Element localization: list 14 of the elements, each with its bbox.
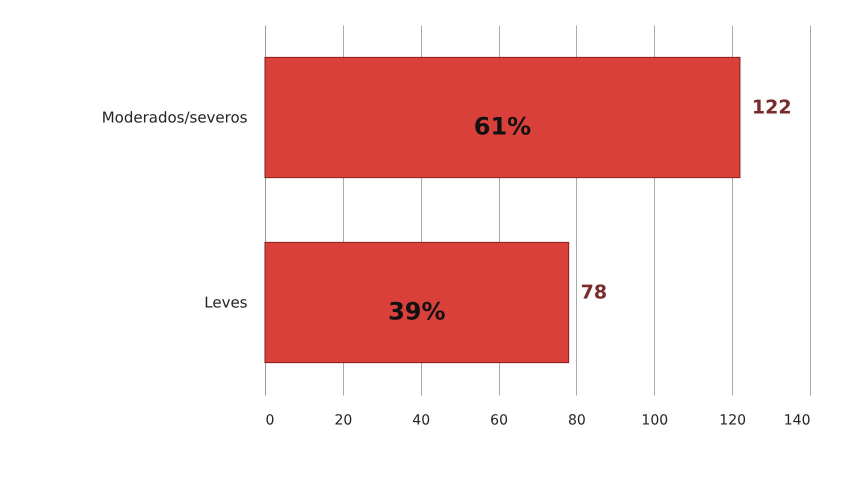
annotation: 61%	[474, 112, 532, 140]
annotation: 39%	[388, 298, 446, 326]
x-tick-label: 80	[568, 412, 586, 428]
x-tick-label: 20	[334, 412, 352, 428]
x-tick-label: 0	[266, 412, 274, 428]
x-tick-label: 140	[784, 412, 810, 428]
y-tick-label: Leves	[204, 294, 248, 312]
x-tick-label: 60	[490, 412, 508, 428]
x-tick-label: 120	[719, 412, 746, 428]
data-label: 78	[580, 282, 608, 304]
y-tick-label: Moderados/severos	[102, 108, 248, 126]
x-tick-label: 40	[412, 412, 430, 428]
data-label: 122	[752, 96, 792, 118]
x-tick-label: 100	[641, 412, 668, 428]
